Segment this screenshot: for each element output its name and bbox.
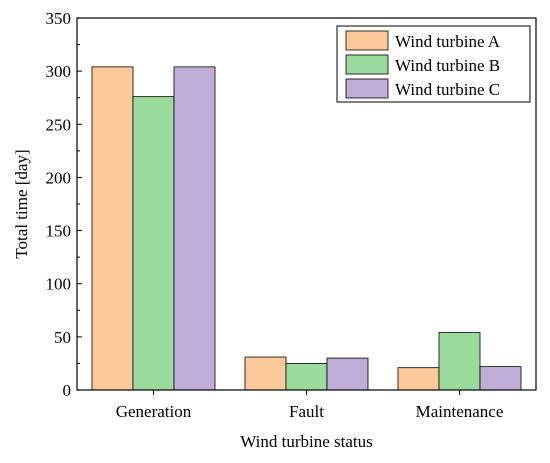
bar-maintenance-series-1 bbox=[397, 367, 440, 391]
legend-swatch bbox=[345, 78, 389, 99]
bar-fault-series-1 bbox=[244, 356, 287, 391]
x-tick-label: Generation bbox=[116, 402, 192, 421]
legend-label: Wind turbine B bbox=[395, 56, 500, 75]
legend: Wind turbine A Wind turbine B Wind turbine… bbox=[336, 25, 531, 103]
y-tick-label: 150 bbox=[46, 222, 72, 241]
legend-swatch bbox=[345, 30, 389, 51]
y-tick-label: 250 bbox=[46, 115, 72, 134]
axis-layer: 0 50 100 150 200 250 300 350 Generation Fault Main… bbox=[46, 9, 504, 421]
bar-maintenance-series-2 bbox=[438, 332, 481, 391]
bars-layer bbox=[91, 66, 522, 391]
legend-label: Wind turbine C bbox=[395, 80, 500, 99]
legend-swatch bbox=[345, 54, 389, 75]
x-tick-label: Fault bbox=[289, 402, 324, 421]
bar-generation-series-3 bbox=[173, 66, 216, 391]
x-tick-label: Maintenance bbox=[416, 402, 504, 421]
bar-fault-series-2 bbox=[285, 363, 328, 391]
bar-generation-series-1 bbox=[91, 66, 134, 391]
bar-generation-series-2 bbox=[132, 96, 175, 391]
y-tick-label: 50 bbox=[54, 328, 71, 347]
y-tick-label: 200 bbox=[46, 168, 72, 187]
legend-label: Wind turbine A bbox=[395, 32, 501, 51]
bar-fault-series-3 bbox=[326, 357, 369, 391]
x-axis-label: Wind turbine status bbox=[240, 432, 372, 451]
y-tick-label: 300 bbox=[46, 62, 72, 81]
bar-maintenance-series-3 bbox=[479, 366, 522, 391]
y-tick-label: 0 bbox=[63, 381, 72, 400]
y-tick-label: 350 bbox=[46, 9, 72, 28]
y-axis-label: Total time [day] bbox=[12, 149, 31, 258]
y-tick-label: 100 bbox=[46, 275, 72, 294]
